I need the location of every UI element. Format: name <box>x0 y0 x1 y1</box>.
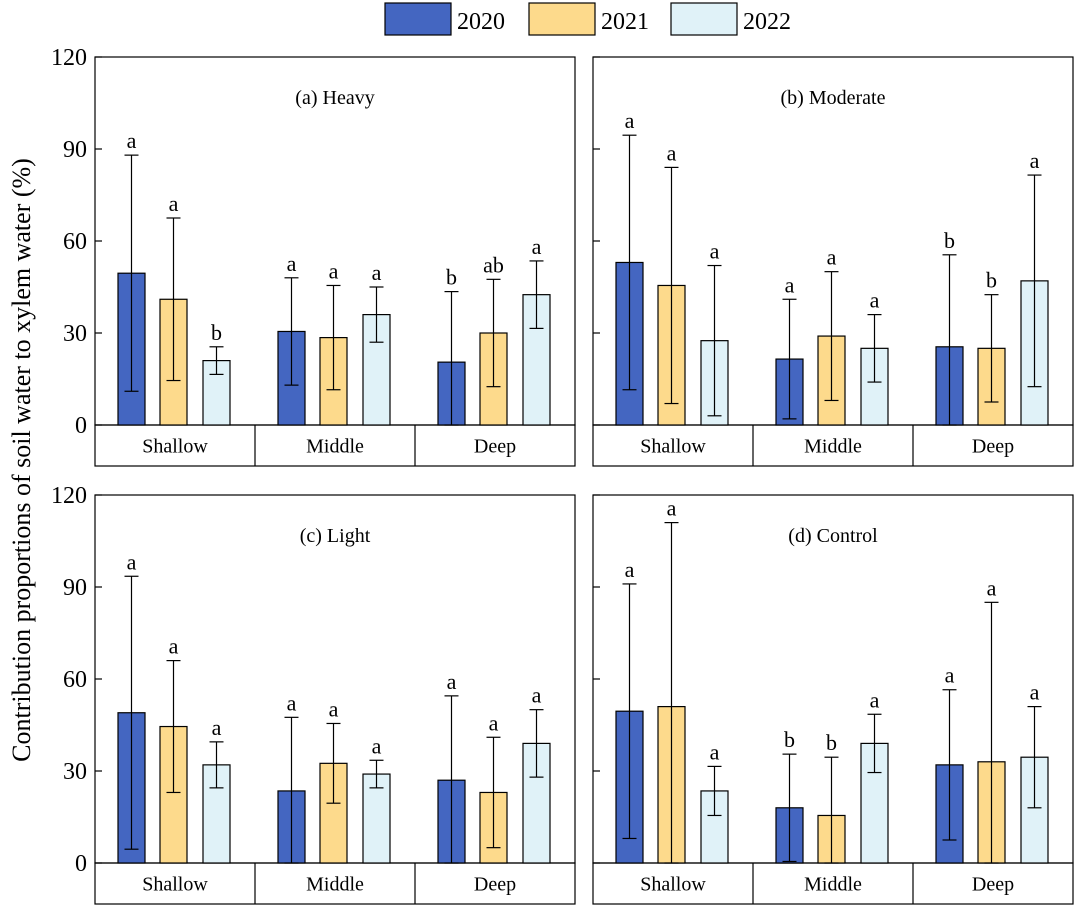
significance-letter: b <box>944 228 955 253</box>
panel-title: (c) Light <box>300 525 371 547</box>
y-tick-label: 60 <box>63 229 87 255</box>
significance-letter: a <box>1030 680 1040 705</box>
category-label: Shallow <box>142 874 208 896</box>
category-label: Deep <box>972 874 1014 896</box>
significance-letter: a <box>447 669 457 694</box>
bar <box>1020 756 1049 864</box>
significance-letter: a <box>287 251 297 276</box>
significance-letter: a <box>532 234 542 259</box>
significance-letter: a <box>625 557 635 582</box>
significance-letter: a <box>987 575 997 600</box>
significance-letter: a <box>870 288 880 313</box>
panel-1: (b) Moderate Shallow Middle Deep a a b a a b a a a <box>592 56 1074 467</box>
significance-letter: a <box>710 739 720 764</box>
significance-letter: a <box>625 108 635 133</box>
legend: 2020 2021 2022 <box>384 2 791 36</box>
significance-letter: a <box>785 272 795 297</box>
y-tick-label: 90 <box>63 575 87 601</box>
legend-swatch-2020 <box>384 2 452 36</box>
significance-letter: a <box>127 128 137 153</box>
category-label: Middle <box>804 874 862 896</box>
significance-letter: b <box>446 265 457 290</box>
category-label: Deep <box>972 436 1014 458</box>
y-tick-label: 90 <box>63 137 87 163</box>
y-tick-label: 0 <box>75 413 87 439</box>
y-tick-label: 60 <box>63 667 87 693</box>
significance-letter: a <box>667 496 677 521</box>
significance-letter: a <box>532 683 542 708</box>
significance-letter: a <box>169 191 179 216</box>
y-axis-label: Contribution proportions of soil water t… <box>7 158 36 762</box>
panel-title: (b) Moderate <box>781 87 886 109</box>
significance-letter: a <box>945 663 955 688</box>
significance-letter: a <box>667 140 677 165</box>
category-label: Middle <box>306 436 364 458</box>
significance-letter: a <box>329 696 339 721</box>
panel-3: (d) Control Shallow Middle Deep a b a a b a a a a <box>592 494 1074 905</box>
category-label: Deep <box>474 874 516 896</box>
significance-letter: a <box>372 733 382 758</box>
significance-letter: a <box>127 549 137 574</box>
significance-letter: a <box>827 245 837 270</box>
category-label: Middle <box>804 436 862 458</box>
significance-letter: b <box>211 320 222 345</box>
bar <box>362 773 391 864</box>
category-label: Shallow <box>640 874 706 896</box>
significance-letter: a <box>329 258 339 283</box>
y-tick-label: 30 <box>63 321 87 347</box>
legend-label-2022: 2022 <box>743 9 791 35</box>
significance-letter: a <box>1030 148 1040 173</box>
category-label: Shallow <box>142 436 208 458</box>
significance-letter: a <box>212 715 222 740</box>
significance-letter: a <box>710 239 720 264</box>
significance-letter: a <box>287 690 297 715</box>
legend-label-2020: 2020 <box>457 9 505 35</box>
panel-title: (a) Heavy <box>295 87 374 109</box>
significance-letter: a <box>870 687 880 712</box>
significance-letter: a <box>489 710 499 735</box>
significance-letter: a <box>372 260 382 285</box>
y-tick-label: 120 <box>51 45 87 71</box>
y-tick-label: 120 <box>51 483 87 509</box>
legend-label-2021: 2021 <box>601 9 649 35</box>
significance-letter: ab <box>483 252 504 277</box>
significance-letter: b <box>986 268 997 293</box>
legend-swatch-2022 <box>670 2 738 36</box>
y-tick-label: 30 <box>63 759 87 785</box>
significance-letter: b <box>826 730 837 755</box>
legend-swatch-2021 <box>528 2 596 36</box>
panel-title: (d) Control <box>788 525 878 547</box>
category-label: Deep <box>474 436 516 458</box>
y-tick-label: 0 <box>75 851 87 877</box>
significance-letter: b <box>784 727 795 752</box>
category-label: Middle <box>306 874 364 896</box>
panel-2: 0 30 60 90 120 (c) Light Shallow Middle Deep a a a a… <box>51 483 576 905</box>
significance-letter: a <box>169 634 179 659</box>
category-label: Shallow <box>640 436 706 458</box>
